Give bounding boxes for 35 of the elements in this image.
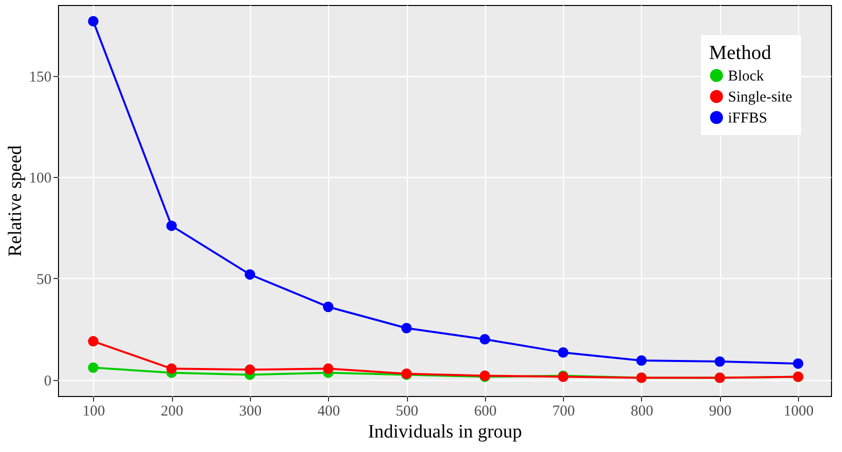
- x-tick-label: 900: [709, 404, 732, 420]
- y-tick-label: 50: [36, 272, 52, 288]
- point: [322, 302, 334, 312]
- x-tick-label: 300: [239, 404, 262, 420]
- x-tick-label: 700: [552, 404, 575, 420]
- point: [401, 322, 412, 334]
- x-tick-label: 400: [317, 404, 340, 420]
- y-tick-label: 100: [29, 170, 52, 187]
- point: [322, 363, 334, 374]
- legend-label: Block: [728, 68, 764, 84]
- legend-label: Single-site: [728, 90, 792, 106]
- point: [558, 347, 568, 358]
- point: [88, 362, 98, 373]
- x-axis-title: Individuals in group: [368, 422, 522, 442]
- point: [244, 269, 256, 280]
- y-tick-label: 0: [44, 373, 52, 390]
- point: [88, 16, 98, 26]
- legend-label: iFFBS: [728, 110, 768, 126]
- point: [244, 364, 256, 375]
- y-tick-label: 150: [29, 69, 52, 86]
- point: [480, 334, 490, 345]
- point: [166, 363, 177, 374]
- point: [636, 355, 647, 366]
- legend-title: Method: [709, 42, 772, 64]
- x-tick-label: 200: [160, 404, 184, 420]
- x-tick-label: 600: [474, 404, 497, 420]
- point: [714, 356, 726, 367]
- point: [166, 220, 177, 232]
- x-tick-label: 500: [396, 404, 418, 420]
- x-tick-label: 1000: [784, 404, 814, 420]
- y-axis-title: Relative speed: [5, 144, 26, 257]
- point: [792, 358, 804, 369]
- point: [88, 336, 98, 347]
- x-tick-label: 800: [630, 404, 654, 420]
- x-tick-label: 100: [82, 404, 105, 420]
